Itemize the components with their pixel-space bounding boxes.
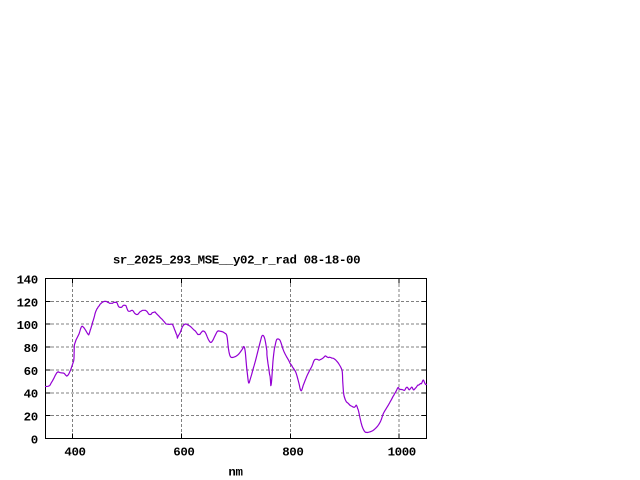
svg-text:sr_2025_293_MSE__y02_r_rad 08-: sr_2025_293_MSE__y02_r_rad 08-18-00 bbox=[113, 253, 360, 267]
svg-text:20: 20 bbox=[24, 411, 38, 425]
svg-text:600: 600 bbox=[173, 446, 194, 460]
svg-text:1000: 1000 bbox=[388, 446, 416, 460]
svg-text:nm: nm bbox=[228, 465, 242, 479]
svg-text:140: 140 bbox=[17, 273, 38, 287]
svg-text:60: 60 bbox=[24, 365, 38, 379]
svg-text:80: 80 bbox=[24, 342, 38, 356]
svg-text:120: 120 bbox=[17, 296, 38, 310]
svg-text:800: 800 bbox=[282, 446, 303, 460]
svg-text:100: 100 bbox=[17, 319, 38, 333]
svg-text:400: 400 bbox=[64, 446, 85, 460]
svg-text:0: 0 bbox=[31, 433, 38, 447]
svg-text:40: 40 bbox=[24, 388, 38, 402]
